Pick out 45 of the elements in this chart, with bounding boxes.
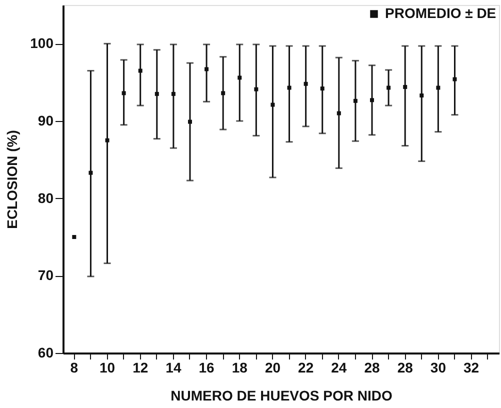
- point: [353, 98, 358, 103]
- x-axis-title: NUMERO DE HUEVOS POR NIDO: [170, 388, 392, 404]
- x-tick-label: 28: [397, 360, 414, 376]
- y-axis-title: ECLOSION (%): [4, 130, 20, 229]
- point: [72, 235, 76, 239]
- x-tick-label: 10: [99, 360, 116, 376]
- point: [304, 82, 308, 86]
- point: [171, 92, 176, 96]
- point: [403, 84, 408, 89]
- point: [88, 170, 93, 175]
- point: [188, 120, 192, 124]
- point: [270, 102, 275, 107]
- x-tick-label: 22: [298, 360, 314, 376]
- x-tick-label: 18: [232, 360, 248, 376]
- point: [204, 67, 209, 72]
- x-tick-label: 32: [463, 360, 480, 376]
- point: [386, 86, 391, 90]
- y-tick-label: 100: [30, 35, 54, 52]
- y-tick-label: 80: [38, 190, 54, 206]
- point: [336, 111, 341, 116]
- x-tick-label: 20: [264, 360, 281, 376]
- y-tick-label: 60: [38, 344, 54, 360]
- x-tick-label: 24: [331, 360, 347, 376]
- x-tick-label: 30: [430, 360, 446, 376]
- point: [154, 92, 159, 96]
- point: [370, 98, 374, 102]
- point: [254, 87, 258, 92]
- point: [320, 86, 324, 91]
- point: [221, 91, 226, 96]
- x-tick-label: 8: [70, 360, 78, 376]
- point: [105, 138, 110, 142]
- y-tick-label: 90: [38, 112, 54, 128]
- point: [287, 86, 292, 90]
- x-tick-label: 16: [198, 360, 215, 376]
- y-tick-label: 70: [38, 267, 54, 284]
- x-tick-label: 28: [364, 360, 380, 376]
- point: [452, 77, 457, 82]
- x-tick-label: 14: [166, 360, 182, 376]
- point: [436, 86, 440, 90]
- point: [420, 93, 424, 98]
- point: [238, 76, 242, 80]
- point: [122, 91, 126, 96]
- x-tick-label: 12: [132, 360, 148, 376]
- legend-label: PROMEDIO ± DE: [385, 5, 496, 21]
- point: [138, 68, 142, 73]
